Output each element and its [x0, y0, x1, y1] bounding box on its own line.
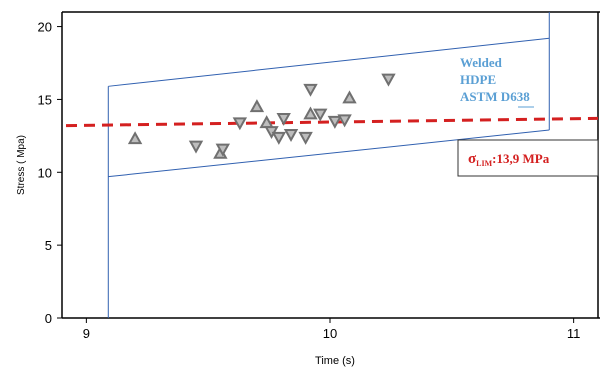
material-annotation: Welded HDPE ASTM D638 [460, 55, 534, 108]
limit-label-subscript: LIM [476, 159, 492, 168]
data-point-up-triangle [127, 131, 143, 145]
data-point-down-triangle [271, 131, 287, 145]
data-point-down-triangle [327, 115, 343, 129]
points-layer [127, 73, 396, 159]
x-tick-label: 10 [323, 326, 337, 341]
data-point-down-triangle [188, 140, 204, 154]
limit-label-value: :13,9 MPa [492, 151, 550, 166]
x-tick-label: 11 [567, 326, 581, 341]
annotation-line-hdpe: HDPE [460, 72, 496, 87]
limit-label-text: σLIM:13,9 MPa [468, 151, 550, 168]
y-tick-label: 5 [45, 238, 52, 253]
data-point-down-triangle [215, 143, 230, 157]
y-tick-label: 10 [38, 165, 52, 180]
data-point-up-triangle [342, 90, 357, 104]
data-point-down-triangle [298, 131, 313, 145]
data-point-down-triangle [276, 112, 291, 126]
y-tick-label: 20 [38, 20, 52, 35]
envelope-lower-line [108, 129, 550, 178]
limit-label-box [457, 139, 599, 177]
y-tick-label: 0 [45, 311, 52, 326]
data-point-down-triangle [313, 108, 328, 122]
data-point-down-triangle [337, 114, 352, 128]
x-axis-label: Time (s) [315, 355, 355, 367]
data-point-down-triangle [283, 129, 299, 142]
annotation-line-welded: Welded [460, 55, 503, 70]
limit-label-sigma: σ [468, 151, 477, 167]
data-point-up-triangle [303, 106, 318, 120]
data-point-down-triangle [381, 73, 396, 87]
data-point-up-triangle [249, 99, 265, 113]
annotation-line-astm: ASTM D638 [460, 89, 530, 104]
data-point-up-triangle [259, 115, 274, 129]
ticks-layer: 9 10 11 0 5 10 15 20 [38, 20, 581, 341]
x-tick-label: 9 [83, 326, 90, 341]
y-tick-label: 15 [38, 92, 52, 107]
data-point-down-triangle [303, 83, 318, 97]
y-axis-label: Stress ( Mpa) [16, 135, 27, 195]
envelope-upper-line [108, 37, 550, 87]
data-point-down-triangle [232, 117, 248, 131]
limit-label: σLIM:13,9 MPa [457, 139, 599, 177]
